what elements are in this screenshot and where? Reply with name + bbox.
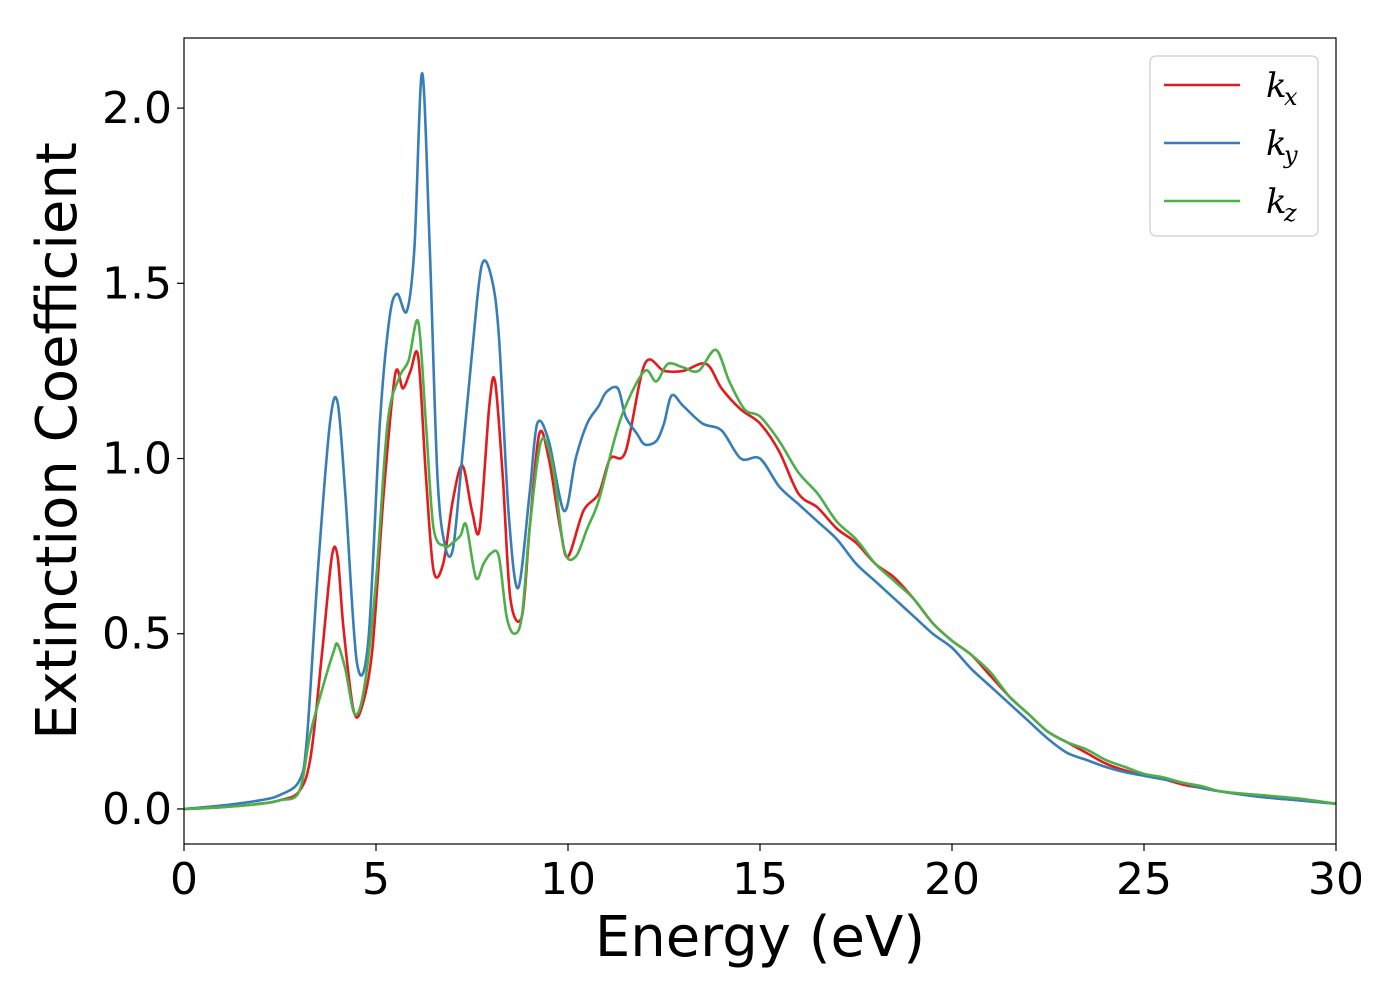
series-line-kz (184, 318, 1336, 811)
y-axis-ticks: 0.0 0.5 1.0 1.5 2.0 (102, 83, 184, 835)
x-tick-label: 25 (1116, 854, 1172, 905)
y-tick-label: 0.5 (102, 609, 172, 660)
x-tick-label: 10 (540, 854, 596, 905)
y-tick-label: 2.0 (102, 83, 172, 134)
legend-subscript-kx: x (1284, 83, 1298, 111)
series-lines (184, 71, 1336, 811)
x-axis-ticks: 0 5 10 15 20 25 30 (170, 844, 1364, 905)
x-tick-label: 5 (362, 854, 390, 905)
series-line-ky (184, 71, 1336, 811)
legend-subscript-ky: y (1283, 141, 1298, 169)
x-tick-label: 20 (924, 854, 980, 905)
x-axis-label: Energy (eV) (595, 905, 925, 970)
y-tick-label: 1.5 (102, 258, 172, 309)
x-tick-label: 15 (732, 854, 788, 905)
legend-box (1149, 55, 1319, 237)
legend-subscript-kz: z (1283, 199, 1297, 227)
legend-label-ky: k (1266, 124, 1287, 164)
y-tick-label: 1.0 (102, 434, 172, 485)
x-tick-label: 30 (1308, 854, 1364, 905)
legend-label-kx: k (1266, 66, 1287, 106)
y-axis-label: Extinction Coefficient (25, 142, 90, 740)
x-tick-label: 0 (170, 854, 198, 905)
legend-label-kz: k (1266, 182, 1287, 222)
y-tick-label: 0.0 (102, 784, 172, 835)
